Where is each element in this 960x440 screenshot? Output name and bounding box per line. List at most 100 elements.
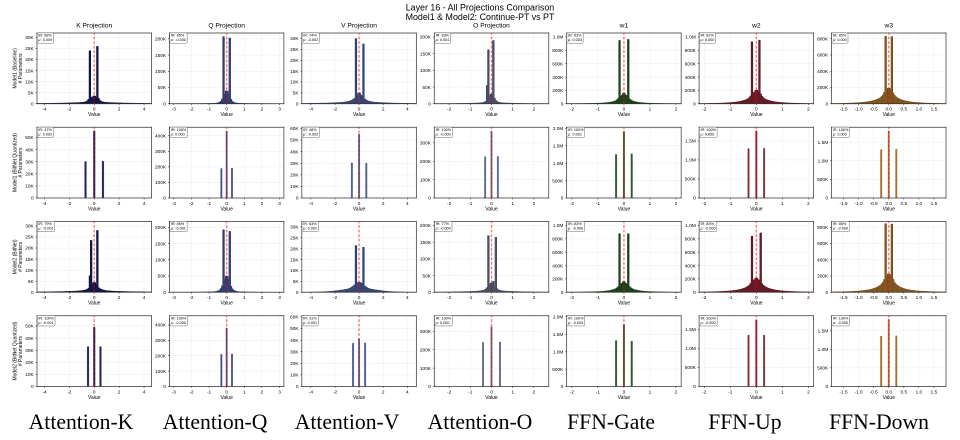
svg-text:IR: 68%: IR: 68% [38, 34, 52, 38]
svg-text:400K: 400K [552, 75, 564, 81]
svg-text:-1.0: -1.0 [855, 389, 864, 395]
svg-text:IR: 100%: IR: 100% [436, 316, 452, 320]
svg-text:IR: 83%: IR: 83% [568, 222, 582, 226]
svg-text:25K: 25K [25, 235, 34, 241]
svg-text:5K: 5K [293, 91, 300, 97]
svg-text:-4: -4 [42, 201, 47, 207]
svg-text:2: 2 [533, 389, 536, 395]
svg-text:2: 2 [118, 201, 121, 207]
svg-text:0: 0 [428, 101, 431, 107]
svg-text:0: 0 [93, 389, 96, 395]
svg-text:μ : 0: μ : 0 . 0 0 1 [435, 33, 450, 43]
svg-text:0.0: 0.0 [885, 201, 892, 207]
svg-text:1: 1 [781, 389, 784, 395]
svg-text:4: 4 [143, 107, 146, 113]
svg-text:0: 0 [755, 107, 758, 113]
svg-text:Value: Value [220, 112, 233, 118]
svg-text:IR: 85%: IR: 85% [171, 34, 185, 38]
svg-text:200K: 200K [685, 88, 697, 94]
svg-text:0: 0 [31, 101, 34, 107]
svg-text:2: 2 [261, 389, 264, 395]
svg-text:0: 0 [826, 196, 829, 202]
svg-text:2: 2 [382, 389, 385, 395]
svg-text:4: 4 [143, 389, 146, 395]
svg-text:800K: 800K [552, 48, 564, 54]
svg-text:Value: Value [618, 206, 631, 212]
svg-text:4: 4 [406, 295, 409, 301]
svg-text:5K: 5K [28, 279, 35, 285]
svg-text:30K: 30K [25, 35, 34, 41]
svg-text:50K: 50K [423, 85, 432, 91]
svg-text:0: 0 [428, 196, 431, 202]
svg-text:2: 2 [261, 201, 264, 207]
svg-text:1.0M: 1.0M [553, 161, 564, 167]
svg-text:10K: 10K [290, 373, 299, 379]
svg-text:IR: 100%: IR: 100% [700, 128, 716, 132]
svg-text:μ : -: μ : - 0 . 0 0 3 [567, 316, 583, 326]
svg-text:w1: w1 [619, 22, 629, 29]
svg-text:50K: 50K [158, 85, 167, 91]
svg-text:-2: -2 [702, 107, 707, 113]
svg-text:-4: -4 [309, 201, 314, 207]
svg-text:O Projection: O Projection [473, 22, 510, 29]
svg-text:2: 2 [533, 107, 536, 113]
svg-text:20K: 20K [290, 246, 299, 252]
svg-text:100K: 100K [155, 369, 167, 375]
svg-text:-2: -2 [67, 107, 72, 113]
svg-text:20K: 20K [25, 171, 34, 177]
svg-text:50K: 50K [158, 274, 167, 280]
svg-text:10K: 10K [25, 184, 34, 190]
svg-text:800K: 800K [817, 36, 829, 42]
svg-text:μ : 0: μ : 0 . 0 0 0 [699, 33, 714, 43]
svg-text:IR: 85%: IR: 85% [171, 222, 185, 226]
svg-text:1: 1 [243, 295, 246, 301]
svg-text:0: 0 [826, 101, 829, 107]
svg-text:10K: 10K [25, 79, 34, 85]
svg-text:100K: 100K [155, 69, 167, 75]
svg-text:1.0M: 1.0M [818, 159, 829, 165]
svg-text:-1: -1 [596, 201, 601, 207]
svg-text:10K: 10K [25, 268, 34, 274]
svg-text:10K: 10K [290, 268, 299, 274]
svg-text:-2: -2 [447, 201, 452, 207]
svg-text:2: 2 [807, 295, 810, 301]
svg-text:-2: -2 [702, 295, 707, 301]
svg-text:0: 0 [163, 290, 166, 296]
svg-text:0.0: 0.0 [885, 389, 892, 395]
svg-text:Q Projection: Q Projection [208, 22, 245, 29]
svg-text:1: 1 [511, 201, 514, 207]
svg-text:50K: 50K [25, 324, 34, 330]
svg-text:0: 0 [225, 107, 228, 113]
svg-text:IR: 77%: IR: 77% [436, 222, 450, 226]
svg-text:1.5: 1.5 [931, 201, 938, 207]
svg-text:1.0M: 1.0M [553, 349, 564, 355]
svg-text:-1: -1 [728, 295, 733, 301]
svg-text:-1.0: -1.0 [855, 295, 864, 301]
svg-text:1.5: 1.5 [931, 107, 938, 113]
svg-text:μ : -: μ : - 0 . 0 0 2 [302, 128, 318, 138]
svg-text:Attention-Q: Attention-Q [163, 410, 268, 434]
svg-text:1: 1 [511, 389, 514, 395]
svg-text:2: 2 [382, 295, 385, 301]
svg-text:Value: Value [353, 395, 366, 401]
svg-text:Value: Value [353, 301, 366, 307]
svg-text:0: 0 [755, 201, 758, 207]
svg-text:40K: 40K [290, 338, 299, 344]
svg-text:600K: 600K [552, 61, 564, 67]
svg-text:1.5M: 1.5M [818, 328, 829, 334]
svg-text:30K: 30K [25, 159, 34, 165]
svg-text:200K: 200K [155, 225, 167, 231]
svg-text:-2: -2 [447, 107, 452, 113]
svg-text:μ : -: μ : - 0 . 0 0 6 [567, 222, 583, 232]
svg-text:0: 0 [490, 201, 493, 207]
svg-text:600K: 600K [817, 241, 829, 247]
svg-text:μ : 0: μ : 0 . 0 0 0 [699, 128, 714, 138]
svg-text:30K: 30K [290, 161, 299, 167]
svg-text:0: 0 [693, 384, 696, 390]
svg-text:1: 1 [781, 295, 784, 301]
svg-text:0: 0 [428, 384, 431, 390]
svg-text:-1: -1 [728, 107, 733, 113]
svg-text:0: 0 [296, 290, 299, 296]
svg-text:0: 0 [623, 389, 626, 395]
svg-text:μ : -: μ : - 0 . 0 0 1 [170, 222, 186, 232]
